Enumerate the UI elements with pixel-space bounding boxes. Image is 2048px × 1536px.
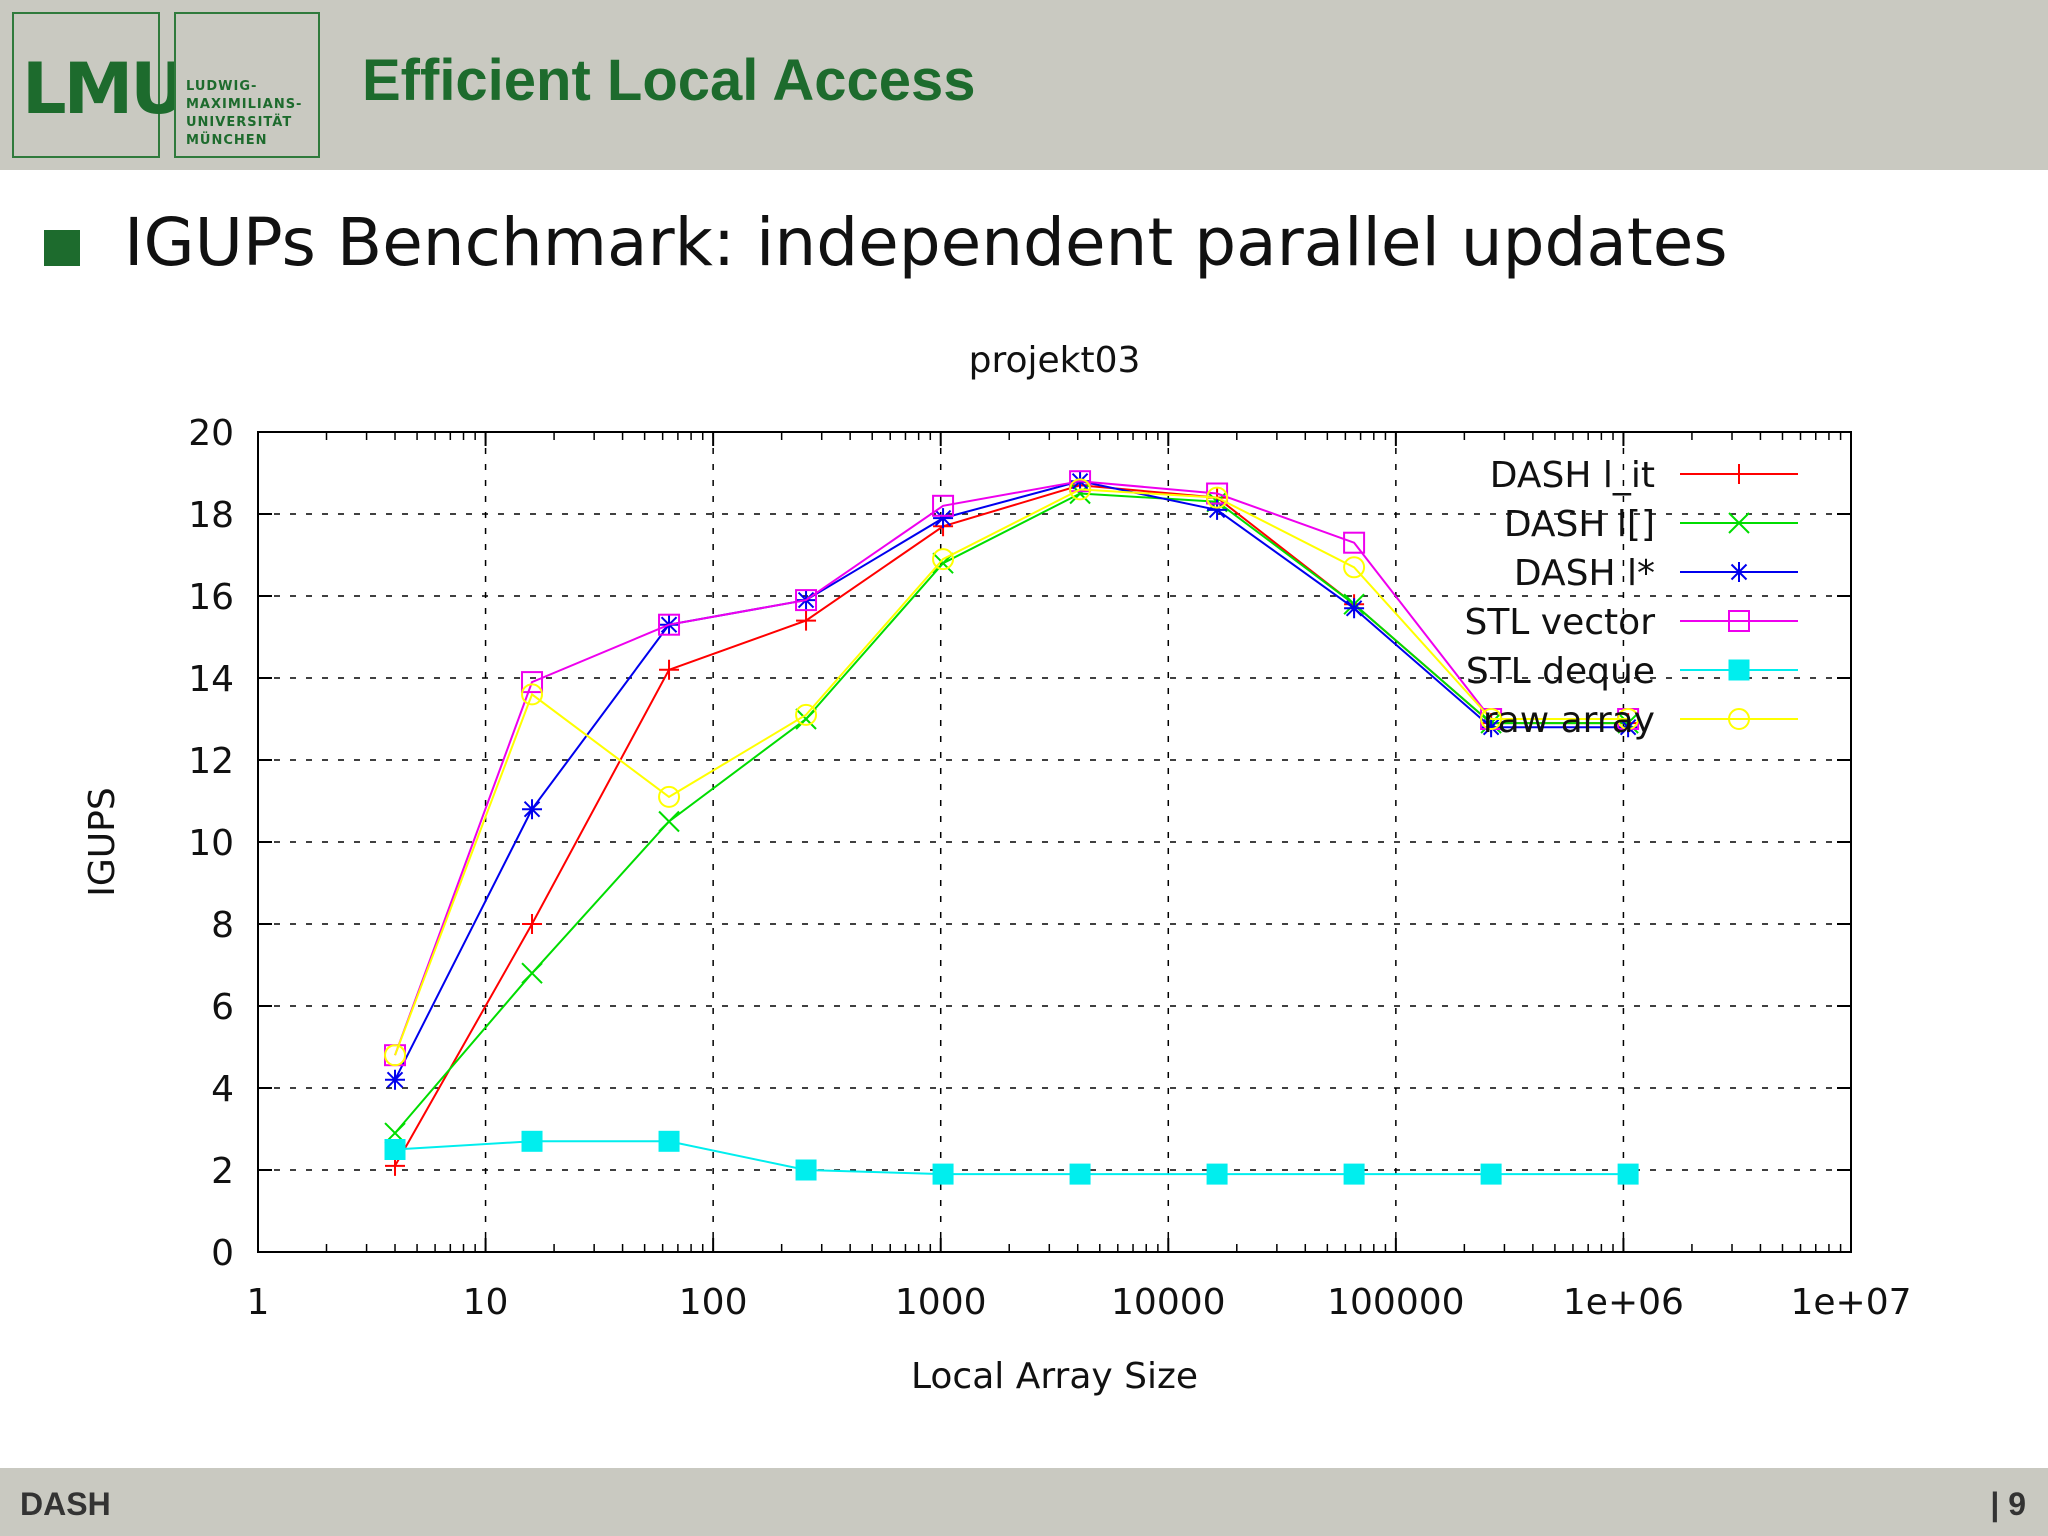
data-point xyxy=(522,914,543,934)
data-point xyxy=(933,508,954,529)
legend-marker xyxy=(1729,464,1749,484)
y-tick-label: 18 xyxy=(188,495,234,536)
data-point xyxy=(1207,499,1228,520)
legend-label: DASH l[] xyxy=(1504,504,1655,545)
data-point xyxy=(385,1069,406,1090)
data-point xyxy=(521,1130,543,1152)
data-point xyxy=(795,703,818,726)
series-line xyxy=(394,492,1629,1134)
data-point xyxy=(795,589,818,612)
series-line xyxy=(394,1140,1629,1176)
x-tick-label: 10 xyxy=(463,1282,509,1323)
data-point xyxy=(796,610,817,631)
data-point xyxy=(1069,478,1092,501)
series-line xyxy=(394,488,1629,1056)
data-point xyxy=(658,613,681,636)
footer-bar: DASH | 9 xyxy=(0,1468,2048,1536)
data-point xyxy=(1344,598,1365,619)
data-point xyxy=(658,810,680,833)
x-tick-label: 1e+07 xyxy=(1790,1282,1911,1323)
y-tick-label: 6 xyxy=(211,987,234,1028)
data-point xyxy=(932,548,955,571)
legend-label: STL deque xyxy=(1466,651,1655,692)
legend-label: DASH l* xyxy=(1514,553,1655,594)
y-tick-label: 2 xyxy=(211,1151,234,1192)
data-point xyxy=(521,671,544,694)
x-tick-label: 10000 xyxy=(1111,1282,1226,1323)
data-point xyxy=(795,1159,817,1181)
data-point xyxy=(521,683,544,706)
footer-label: DASH xyxy=(20,1486,111,1522)
data-point xyxy=(1069,470,1092,493)
lmu-logo: LMU xyxy=(12,12,187,158)
y-tick-label: 12 xyxy=(188,741,234,782)
data-point xyxy=(1343,1163,1365,1185)
data-point xyxy=(659,659,680,680)
data-point xyxy=(1343,531,1366,554)
data-point xyxy=(658,1130,680,1152)
y-tick-label: 8 xyxy=(211,905,234,946)
legend-marker xyxy=(1728,708,1750,730)
y-tick-label: 14 xyxy=(188,659,234,700)
data-point xyxy=(1343,556,1366,579)
series-line xyxy=(394,480,1629,1081)
university-name-logo: LUDWIG- MAXIMILIANS- UNIVERSITÄT MÜNCHEN xyxy=(174,12,320,158)
y-axis-label: IGUPS xyxy=(82,787,123,896)
logo-name-line: UNIVERSITÄT xyxy=(186,115,293,130)
header-bar: LMU LUDWIG- MAXIMILIANS- UNIVERSITÄT MÜN… xyxy=(0,0,2048,170)
bullet-square-icon xyxy=(44,230,80,266)
y-tick-label: 10 xyxy=(188,823,234,864)
data-point xyxy=(1206,486,1229,509)
legend-label: STL vector xyxy=(1464,602,1655,643)
data-point xyxy=(522,799,543,820)
x-tick-label: 100000 xyxy=(1327,1282,1464,1323)
data-point xyxy=(932,494,955,517)
legend-marker xyxy=(1728,610,1750,632)
logo-name-line: LUDWIG- xyxy=(186,79,258,94)
data-point xyxy=(1206,1163,1228,1185)
data-point xyxy=(1618,717,1639,738)
x-axis-label: Local Array Size xyxy=(911,1356,1198,1397)
data-point xyxy=(384,1139,406,1160)
data-point xyxy=(1617,708,1640,730)
legend-label: raw array xyxy=(1483,700,1655,741)
lmu-logo-text: LMU xyxy=(22,48,187,130)
x-tick-label: 1000 xyxy=(895,1282,987,1323)
data-point xyxy=(1617,1163,1639,1185)
data-point xyxy=(658,785,681,808)
data-point xyxy=(1069,1163,1091,1185)
data-point xyxy=(1480,1163,1502,1185)
benchmark-chart: 0 2 4 6 8 10 12 14 16 18 20 1 10 100 1000 10000 100000 1e… xyxy=(82,340,1912,1397)
logo-name-line: MAXIMILIANS- xyxy=(186,97,303,112)
data-point xyxy=(384,1044,407,1067)
data-point xyxy=(795,708,817,730)
chart-title: projekt03 xyxy=(969,340,1141,381)
data-point xyxy=(1480,708,1503,730)
data-point xyxy=(1481,717,1502,738)
series-line xyxy=(394,480,1629,1056)
y-tick-label: 16 xyxy=(188,577,234,618)
y-tick-label: 0 xyxy=(211,1233,234,1274)
series-line xyxy=(394,484,1629,1167)
page-number: | 9 xyxy=(1990,1486,2026,1522)
x-tick-label: 1 xyxy=(247,1282,270,1323)
y-tick-label: 20 xyxy=(188,413,234,454)
data-point xyxy=(932,1163,954,1185)
data-point xyxy=(521,962,543,984)
x-tick-label: 100 xyxy=(679,1282,748,1323)
legend-marker xyxy=(1728,512,1750,534)
bullet-text: IGUPs Benchmark: independent parallel up… xyxy=(124,204,1728,281)
y-tick-label: 4 xyxy=(211,1069,234,1110)
legend-label: DASH l_it xyxy=(1490,455,1655,496)
legend-marker xyxy=(1729,562,1749,582)
x-tick-label: 1e+06 xyxy=(1563,1282,1684,1323)
slide-title: Efficient Local Access xyxy=(362,48,976,113)
legend-marker xyxy=(1728,659,1750,681)
logo-name-line: MÜNCHEN xyxy=(186,133,268,148)
